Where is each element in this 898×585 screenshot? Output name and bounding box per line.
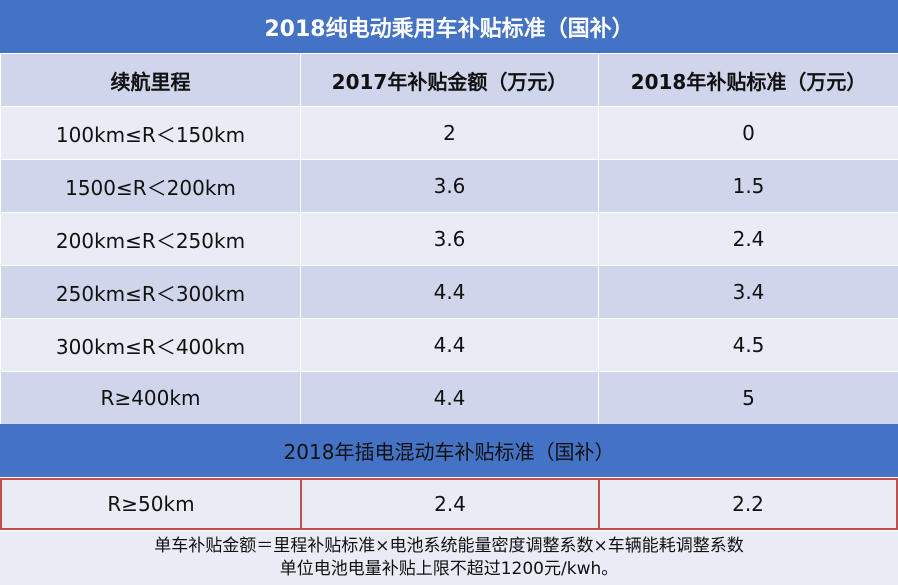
header-range: 续航里程 bbox=[0, 53, 301, 107]
cap-note-line: 单位电池电量补贴上限不超过1200元/kwh。 bbox=[279, 559, 619, 579]
amount-2018-cell: 0 bbox=[598, 106, 898, 160]
bev-subsidy-table: 续航里程 2017年补贴金额（万元） 2018年补贴标准（万元） 100km≤R… bbox=[0, 53, 898, 425]
amount-2017-cell: 3.6 bbox=[300, 212, 599, 266]
formula-note-line: 单车补贴金额＝里程补贴标准×电池系统能量密度调整系数×车辆能耗调整系数 bbox=[154, 536, 744, 556]
phev-range-cell: R≥50km bbox=[2, 480, 302, 528]
range-cell: 300km≤R＜400km bbox=[0, 318, 301, 372]
phev-amount-2017-cell: 2.4 bbox=[302, 480, 600, 528]
amount-2017-cell: 2 bbox=[300, 106, 599, 160]
range-cell: 100km≤R＜150km bbox=[0, 106, 301, 160]
amount-2018-cell: 2.4 bbox=[598, 212, 898, 266]
amount-2018-cell: 1.5 bbox=[598, 159, 898, 213]
table-row: 300km≤R＜400km 4.4 4.5 bbox=[0, 318, 898, 372]
amount-2018-cell: 5 bbox=[598, 371, 898, 425]
range-cell: 250km≤R＜300km bbox=[0, 265, 301, 319]
table-header-row: 续航里程 2017年补贴金额（万元） 2018年补贴标准（万元） bbox=[0, 53, 898, 107]
formula-notes: 单车补贴金额＝里程补贴标准×电池系统能量密度调整系数×车辆能耗调整系数 单位电池… bbox=[0, 531, 898, 585]
amount-2017-cell: 3.6 bbox=[300, 159, 599, 213]
header-2017-amount: 2017年补贴金额（万元） bbox=[300, 53, 599, 107]
amount-2018-cell: 4.5 bbox=[598, 318, 898, 372]
amount-2017-cell: 4.4 bbox=[300, 318, 599, 372]
amount-2018-cell: 3.4 bbox=[598, 265, 898, 319]
table-row: 100km≤R＜150km 2 0 bbox=[0, 106, 898, 160]
phev-highlighted-row: R≥50km 2.4 2.2 bbox=[0, 478, 898, 530]
range-cell: R≥400km bbox=[0, 371, 301, 425]
header-2018-standard: 2018年补贴标准（万元） bbox=[598, 53, 898, 107]
table-row: R≥400km 4.4 5 bbox=[0, 371, 898, 425]
table-row: 1500≤R＜200km 3.6 1.5 bbox=[0, 159, 898, 213]
phev-section-title: 2018年插电混动车补贴标准（国补） bbox=[0, 424, 898, 477]
phev-amount-2018-cell: 2.2 bbox=[732, 492, 764, 516]
table-row: 200km≤R＜250km 3.6 2.4 bbox=[0, 212, 898, 266]
range-cell: 200km≤R＜250km bbox=[0, 212, 301, 266]
amount-2017-cell: 4.4 bbox=[300, 371, 599, 425]
range-cell: 1500≤R＜200km bbox=[0, 159, 301, 213]
table-title: 2018纯电动乘用车补贴标准（国补） bbox=[0, 0, 898, 53]
table-row: 250km≤R＜300km 4.4 3.4 bbox=[0, 265, 898, 319]
amount-2017-cell: 4.4 bbox=[300, 265, 599, 319]
